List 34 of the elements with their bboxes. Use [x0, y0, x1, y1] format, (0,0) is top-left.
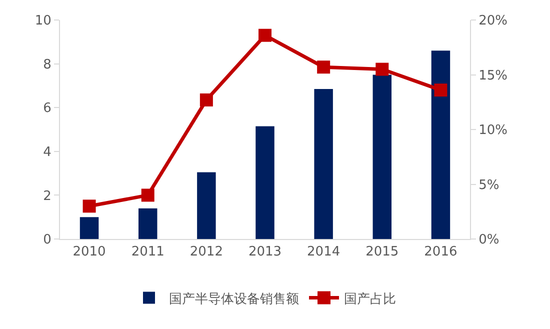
y2-tick-label: 15%: [478, 68, 508, 84]
legend-label: 国产占比: [344, 292, 396, 307]
point: [82, 200, 96, 213]
point: [434, 84, 448, 97]
y-tick-label: 8: [43, 57, 52, 72]
x-tick-label: 2011: [131, 244, 164, 260]
bar: [314, 88, 333, 239]
bar: [138, 208, 158, 239]
y-tick-label: 2: [43, 188, 52, 204]
x-tick-label: 2010: [72, 244, 106, 260]
y-tick-label: 0: [43, 232, 52, 248]
bar: [80, 217, 99, 239]
y-tick-label: 6: [43, 101, 52, 116]
y2-tick-label: 10%: [478, 123, 508, 138]
x-tick-label: 2013: [248, 244, 282, 260]
x-tick-label: 2015: [366, 244, 399, 260]
y2-tick-label: 20%: [478, 14, 508, 29]
legend-label: 国产半导体设备销售额: [169, 292, 299, 307]
bar: [431, 50, 450, 239]
y-tick-label: 4: [43, 144, 52, 160]
y-tick-label: 10: [34, 14, 52, 29]
x-tick-label: 2014: [307, 244, 340, 260]
x-tick-label: 2012: [190, 244, 223, 260]
x-tick-label: 2016: [424, 244, 458, 260]
y2-tick-label: 5%: [478, 178, 500, 193]
point: [317, 60, 330, 74]
point: [376, 62, 389, 76]
bar: [372, 74, 392, 239]
point: [200, 93, 213, 106]
bar: [197, 172, 216, 239]
bar: [256, 126, 274, 239]
y2-tick-label: 0%: [478, 232, 500, 248]
point: [258, 28, 272, 42]
point: [141, 188, 154, 202]
